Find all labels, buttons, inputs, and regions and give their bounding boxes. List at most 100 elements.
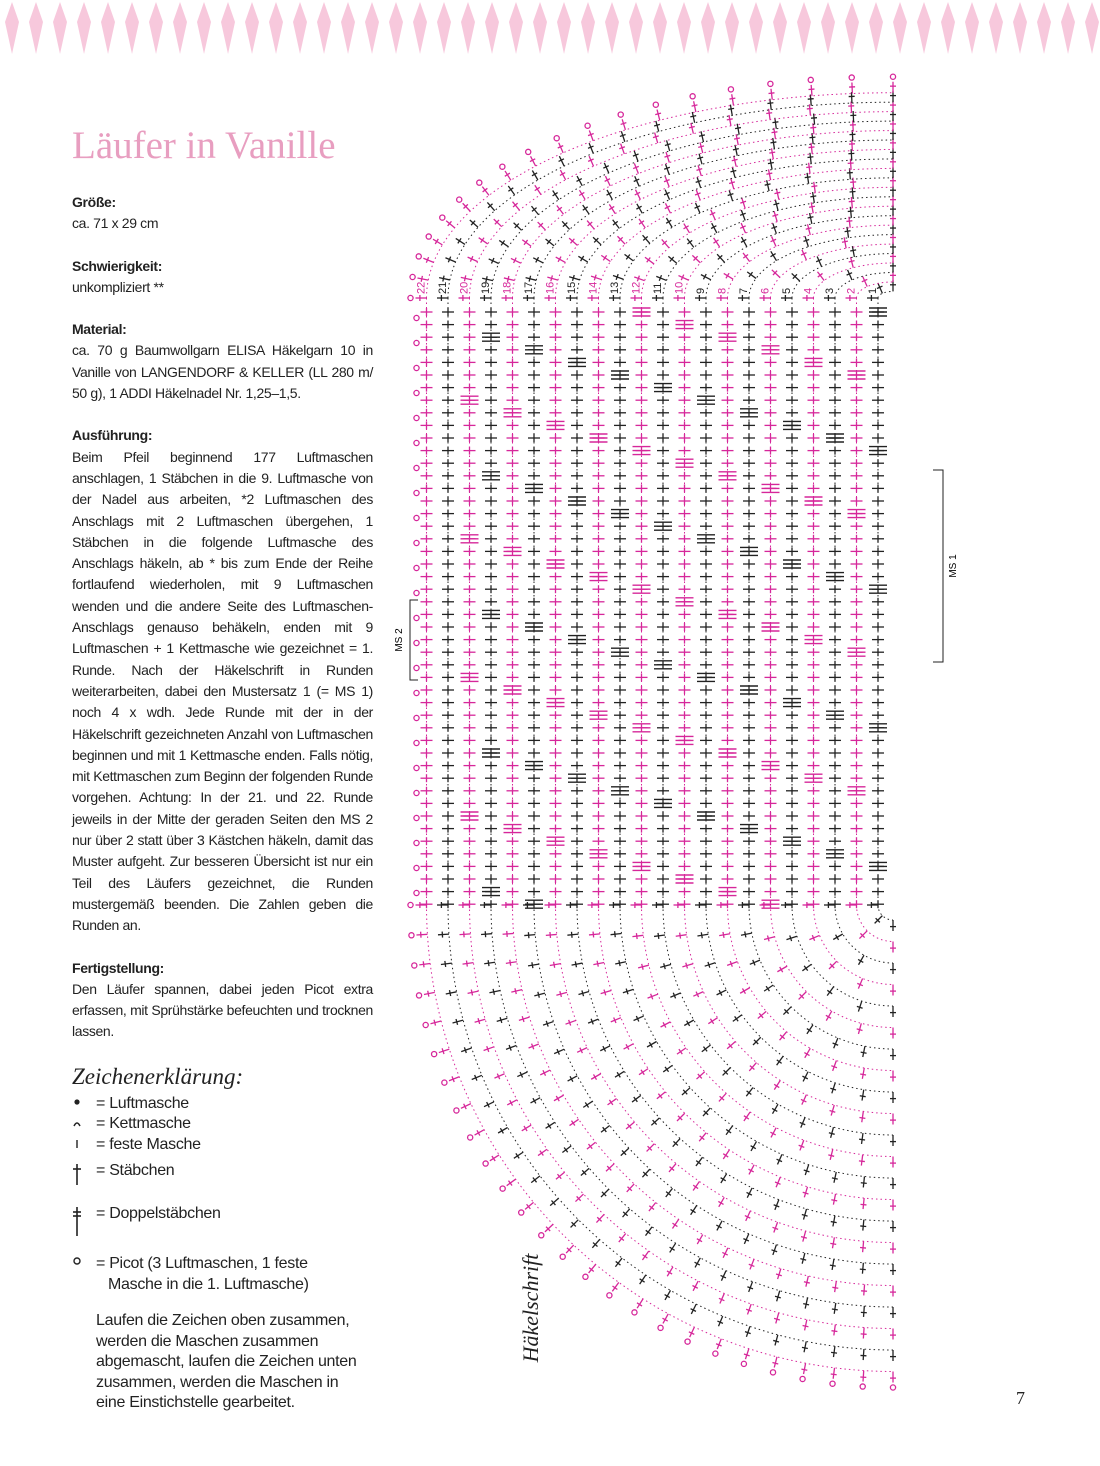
stitch-bar [552,961,556,968]
picot [799,1375,806,1383]
stitch [748,1281,754,1293]
section: Material: ca. 70 g Baumwollgarn ELISA Häk… [72,319,373,404]
stitch [735,134,739,146]
stitch [591,1239,601,1249]
stitch [647,993,659,999]
stitch [722,1149,730,1160]
stitch [474,1129,485,1136]
stitch [858,930,868,940]
stitch-bar [803,238,810,242]
stitch [534,992,546,997]
stitch-bar [636,275,641,282]
stitch-bar [486,1045,490,1053]
ms1-label: MS 1 [948,554,959,578]
stitch [467,990,479,995]
stitch [766,180,770,192]
stitch [423,257,434,263]
stitch-bar [657,1093,663,1099]
stitch-bar [512,202,519,208]
stitch [829,1126,835,1138]
stitch [693,991,704,997]
picot [617,111,624,118]
stitch-bar [665,219,672,224]
stitch-bar [646,257,651,263]
stitch-bar [420,275,424,282]
stitch [813,181,816,193]
stitch-bar [546,238,552,245]
stitch [719,933,731,937]
stitch [774,1199,780,1211]
stitch-bar [859,1138,866,1141]
stitch [816,271,825,281]
stitch-bar [652,135,659,139]
stitch-bar [587,158,594,162]
stitch [850,149,853,161]
legend-item: = Luftmasche [72,1094,373,1115]
stitch-bar [515,1153,520,1159]
stitch [710,209,716,221]
stitch-bar [694,1261,701,1266]
stitch-bar [774,1295,781,1299]
bracket [409,599,418,681]
stitch [505,961,517,964]
stitch-bar [529,158,536,163]
stitch [810,202,814,214]
stitch [744,1348,750,1360]
stitch [690,1303,697,1315]
stitch-bar [657,932,660,939]
stitch [698,153,703,165]
stitch [605,1163,615,1172]
stitch-bar [830,1351,838,1354]
stitch [722,1067,731,1076]
stitch [656,1091,666,1100]
stitch-bar [582,206,589,211]
stitch-bar [688,1331,695,1335]
stitch-bar [806,107,813,110]
stitch [528,1043,540,1049]
stitch [662,1313,669,1324]
stitch-bar [720,1274,727,1279]
stitch [636,1298,644,1309]
stitch [549,1197,559,1207]
stitch [831,1258,835,1271]
stitch [775,188,780,200]
symbol-icon [74,1099,80,1105]
stitch-bar [726,118,733,121]
stitch-bar [830,1087,837,1091]
stitch-bar [665,1191,672,1196]
stitch-bar [680,274,685,281]
stitch-bar [650,993,654,1000]
stitch [452,1019,464,1024]
stitch-bar [474,1074,478,1081]
stitch [497,1126,508,1134]
stitch-bar [727,1043,733,1049]
stitch-bar [627,1186,633,1192]
stitch-bar [749,1065,755,1071]
stitch-bar [829,963,835,969]
picot [499,1185,506,1192]
stitch-bar [803,1281,810,1284]
title: Läufer in Vanille [72,124,336,167]
stitch-bar [622,1211,629,1217]
stitch-bar [770,253,776,258]
stitch [716,1338,722,1350]
round-number: 22 [415,282,427,294]
stitch [749,1258,755,1270]
stitch-bar [463,275,467,282]
stitch [808,212,813,225]
stitch [660,1021,671,1028]
picot [466,1134,474,1141]
stitch [460,1103,472,1109]
stitch [430,1020,442,1025]
stitch [862,1370,865,1382]
stitch [527,963,540,967]
stitch-bar [801,1368,808,1371]
stitch-bar [806,1028,813,1033]
stitch [770,236,777,247]
stitch [830,1104,835,1116]
picot [413,489,420,497]
stitch-bar [802,1191,809,1195]
stitch-bar [596,960,599,967]
stitch-bar [740,200,747,204]
stitch [440,962,452,966]
